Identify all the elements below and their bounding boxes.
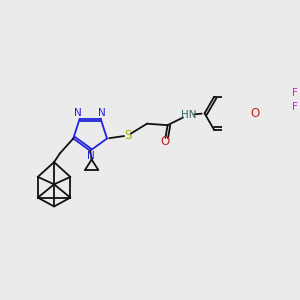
- Text: N: N: [74, 109, 82, 118]
- Text: HN: HN: [181, 110, 196, 120]
- Text: O: O: [160, 135, 169, 148]
- Text: N: N: [98, 109, 106, 118]
- Text: N: N: [87, 151, 95, 161]
- Text: O: O: [250, 107, 260, 120]
- Text: S: S: [124, 129, 131, 142]
- Text: F: F: [292, 102, 298, 112]
- Text: F: F: [292, 88, 298, 98]
